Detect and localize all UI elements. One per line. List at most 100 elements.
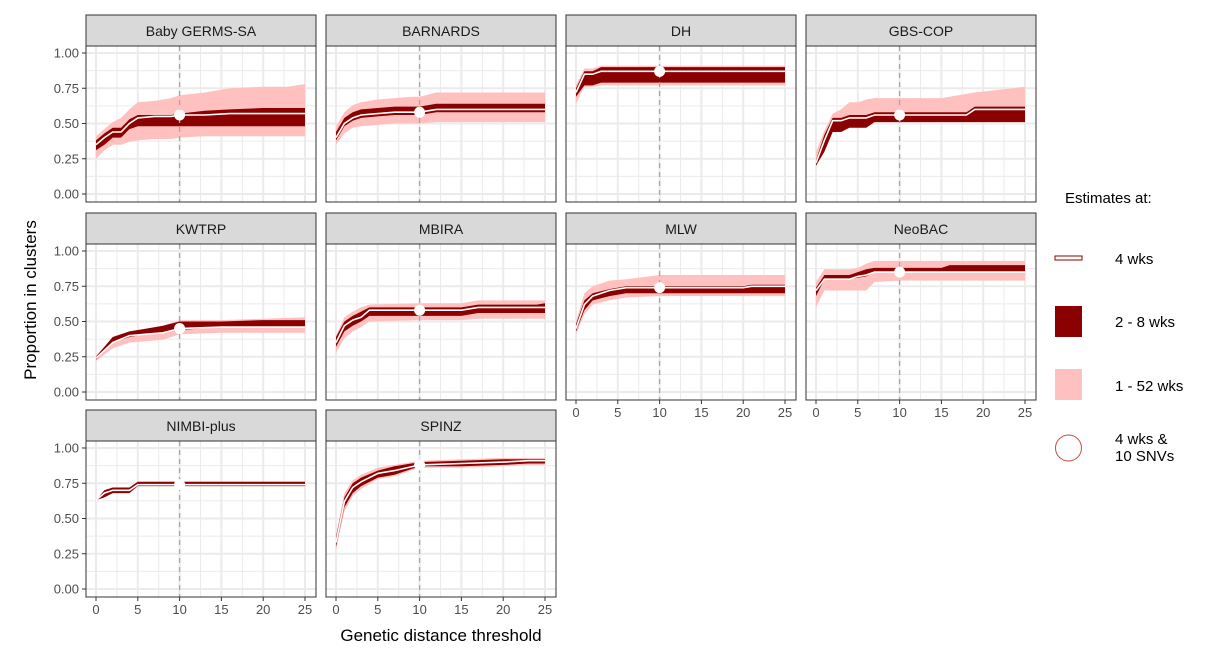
panel: MBIRA bbox=[325, 212, 557, 401]
y-tick-label: 1.00 bbox=[54, 441, 79, 456]
strip bbox=[85, 212, 317, 245]
strip bbox=[565, 14, 797, 47]
legend-label-point-line2: 10 SNVs bbox=[1115, 448, 1174, 465]
point-4wks-10snvs bbox=[654, 282, 666, 294]
estimate-line-4-wks bbox=[575, 70, 785, 93]
x-tick-label: 0 bbox=[572, 405, 579, 420]
panel: DH bbox=[565, 14, 797, 203]
legend-key-point bbox=[1055, 434, 1082, 462]
band-2-8-wks bbox=[96, 320, 305, 360]
strip-label: MLW bbox=[665, 221, 697, 237]
x-tick-label: 0 bbox=[332, 602, 339, 617]
strip-label: Baby GERMS-SA bbox=[146, 23, 257, 39]
band-2-8-wks bbox=[576, 284, 785, 332]
strip-label: NeoBAC bbox=[894, 221, 948, 237]
strip-label: KWTRP bbox=[176, 221, 227, 237]
y-tick-label: 0.00 bbox=[54, 187, 79, 202]
strip-label: SPINZ bbox=[420, 418, 462, 434]
y-tick-label: 0.50 bbox=[54, 511, 79, 526]
x-tick-label: 5 bbox=[854, 405, 861, 420]
strip bbox=[805, 14, 1037, 47]
y-tick-label: 1.00 bbox=[54, 244, 79, 259]
strip bbox=[85, 409, 317, 442]
strip bbox=[325, 409, 557, 442]
estimate-line-4-wks bbox=[335, 306, 545, 343]
strip-label: BARNARDS bbox=[402, 23, 480, 39]
estimate-line-4-wks bbox=[95, 112, 305, 146]
x-tick-label: 25 bbox=[778, 405, 792, 420]
panel: BARNARDS bbox=[325, 14, 557, 203]
estimate-line-4-wks bbox=[815, 271, 1025, 291]
x-tick-label: 20 bbox=[976, 405, 990, 420]
point-4wks-10snvs bbox=[174, 479, 186, 491]
x-tick-label: 10 bbox=[652, 405, 666, 420]
point-4wks-10snvs bbox=[414, 106, 426, 118]
legend-item-2-8wks: 2 - 8 wks bbox=[1055, 306, 1175, 337]
x-tick-label: 5 bbox=[374, 602, 381, 617]
band-2-8-wks bbox=[576, 67, 785, 97]
point-4wks-10snvs bbox=[174, 109, 186, 121]
y-tick-label: 0.75 bbox=[54, 476, 79, 491]
strip bbox=[325, 14, 557, 47]
panel: MLW 0 5 10 15 20 25 bbox=[565, 212, 797, 420]
legend-label-4wks: 4 wks bbox=[1115, 251, 1153, 268]
y-tick-label: 1.00 bbox=[54, 46, 79, 61]
x-tick-label: 20 bbox=[496, 602, 510, 617]
estimate-line-4-wks bbox=[335, 108, 545, 139]
panel: NIMBI-plus 0.00 0.25 0.50 0.75 1.00 0 5 10 15 20 25 bbox=[54, 409, 317, 617]
band-1-52-wks bbox=[96, 317, 305, 361]
legend-item-1-52wks: 1 - 52 wks bbox=[1055, 369, 1183, 400]
point-4wks-10snvs bbox=[894, 109, 906, 121]
point-4wks-10snvs bbox=[414, 304, 426, 316]
y-tick-label: 0.75 bbox=[54, 81, 79, 96]
band-2-8-wks bbox=[336, 303, 545, 347]
estimate-line-4-wks bbox=[815, 108, 1025, 164]
legend-title: Estimates at: bbox=[1065, 190, 1152, 207]
y-tick-label: 0.25 bbox=[54, 546, 79, 561]
strip bbox=[85, 14, 317, 47]
panel: GBS-COP bbox=[805, 14, 1037, 203]
x-tick-label: 10 bbox=[172, 602, 186, 617]
strip bbox=[325, 212, 557, 245]
point-4wks-10snvs bbox=[414, 459, 426, 471]
estimate-line-4-wks bbox=[95, 483, 305, 501]
estimate-line-4-wks bbox=[95, 326, 305, 359]
legend-key-line bbox=[1054, 255, 1083, 261]
band-2-8-wks bbox=[816, 106, 1025, 166]
x-tick-label: 0 bbox=[92, 602, 99, 617]
strip-label: NIMBI-plus bbox=[166, 418, 235, 434]
y-axis-title: Proportion in clusters bbox=[21, 220, 40, 380]
panel: KWTRP 0.00 0.25 0.50 0.75 1.00 bbox=[54, 212, 317, 401]
y-tick-label: 0.00 bbox=[54, 582, 79, 597]
x-tick-label: 15 bbox=[934, 405, 948, 420]
y-tick-label: 0.25 bbox=[54, 349, 79, 364]
legend-key-outer-band bbox=[1055, 369, 1082, 400]
estimate-line-4-wks bbox=[575, 285, 785, 329]
x-axis-title: Genetic distance threshold bbox=[340, 626, 541, 645]
strip-label: MBIRA bbox=[419, 221, 464, 237]
y-tick-label: 0.50 bbox=[54, 314, 79, 329]
band-1-52-wks bbox=[816, 86, 1025, 163]
legend-item-point: 4 wks & 10 SNVs bbox=[1055, 431, 1174, 465]
y-tick-label: 0.50 bbox=[54, 116, 79, 131]
x-tick-label: 15 bbox=[454, 602, 468, 617]
estimate-line-4-wks bbox=[335, 459, 545, 543]
legend-label-point-line1: 4 wks & bbox=[1115, 431, 1168, 448]
x-tick-label: 15 bbox=[694, 405, 708, 420]
panels: Baby GERMS-SA 0.00 0.25 0.50 0.75 1.00 BARNARD… bbox=[54, 14, 1037, 617]
panel: NeoBAC 0 5 10 15 20 25 bbox=[805, 212, 1037, 420]
point-4wks-10snvs bbox=[894, 266, 906, 278]
x-tick-label: 20 bbox=[256, 602, 270, 617]
x-tick-label: 15 bbox=[214, 602, 228, 617]
x-tick-label: 20 bbox=[736, 405, 750, 420]
panel: SPINZ 0 5 10 15 20 25 bbox=[325, 409, 557, 617]
strip-label: DH bbox=[671, 23, 691, 39]
x-tick-label: 5 bbox=[614, 405, 621, 420]
legend: Estimates at: 4 wks 2 - 8 wks 1 - 52 wks… bbox=[1054, 190, 1183, 465]
x-tick-label: 10 bbox=[412, 602, 426, 617]
y-tick-label: 0.25 bbox=[54, 151, 79, 166]
legend-item-4wks: 4 wks bbox=[1054, 251, 1153, 268]
point-4wks-10snvs bbox=[174, 323, 186, 335]
point-4wks-10snvs bbox=[654, 65, 666, 77]
